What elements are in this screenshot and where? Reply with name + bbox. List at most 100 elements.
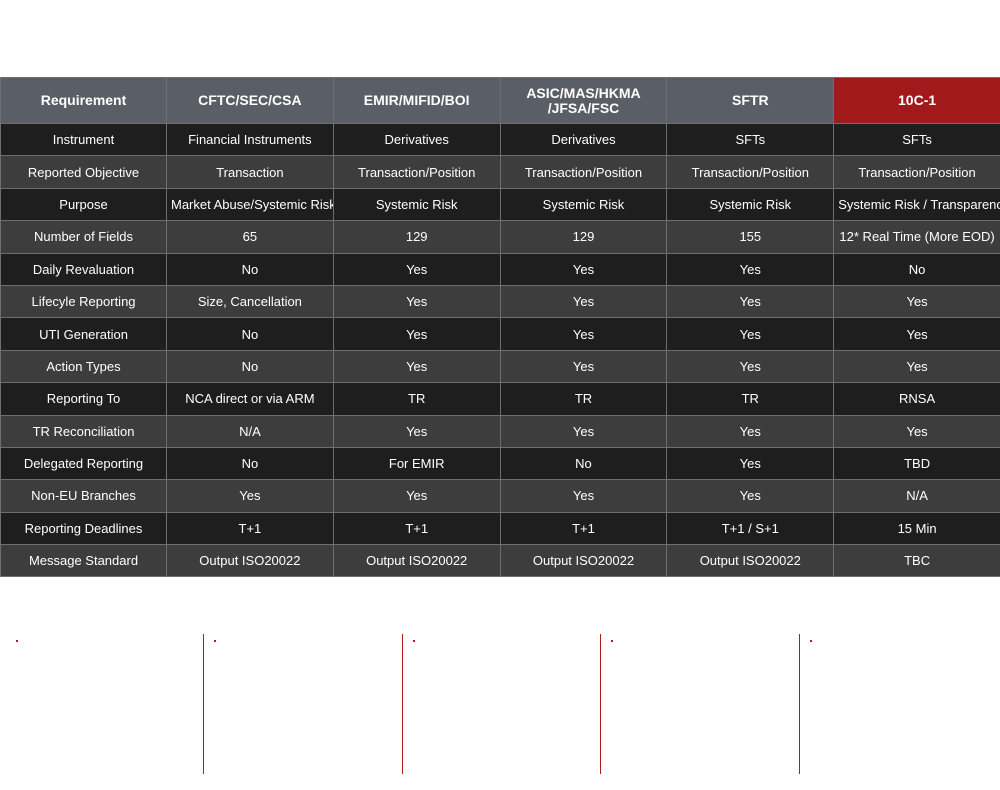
table-cell: No — [166, 349, 334, 384]
table-cell: 155 — [666, 220, 835, 254]
table-cell: Yes — [833, 317, 1000, 351]
table-row: Daily Revaluation No Yes Yes Yes No — [0, 252, 1000, 286]
table-row: Action Types No Yes Yes Yes Yes — [0, 349, 1000, 384]
bullet-icon — [413, 640, 415, 642]
requirement-label-cell: Reporting To — [0, 382, 167, 416]
requirement-label-cell: Daily Revaluation — [0, 252, 167, 286]
table-row: Reported Objective Transaction Transaction… — [0, 155, 1000, 189]
table-cell: SFTs — [666, 122, 835, 157]
table-cell: N/A — [833, 479, 1000, 513]
table-cell: Transaction — [166, 155, 334, 189]
table-cell: Yes — [332, 349, 501, 384]
requirement-label-cell: Non-EU Branches — [0, 479, 167, 513]
table-cell: Yes — [666, 349, 835, 384]
table-cell: Yes — [499, 349, 668, 384]
requirement-label-cell: Purpose — [0, 187, 167, 222]
table-cell: Yes — [499, 317, 668, 351]
table-cell: Financial Instruments — [166, 122, 334, 157]
table-cell: Yes — [332, 317, 501, 351]
table-cell: Systemic Risk — [666, 187, 835, 222]
table-cell: Yes — [332, 284, 501, 319]
requirement-label-cell: Number of Fields — [0, 220, 167, 254]
table-cell: Size, Cancellation — [166, 284, 334, 319]
table-cell: Transaction/Position — [666, 155, 835, 189]
table-cell: For EMIR — [332, 446, 501, 481]
column-divider — [600, 634, 601, 774]
table-cell: Derivatives — [499, 122, 668, 157]
table-cell: Yes — [332, 479, 501, 513]
table-cell: Output ISO20022 — [666, 544, 835, 578]
table-cell: Yes — [499, 252, 668, 286]
table-cell: Yes — [666, 479, 835, 513]
requirement-label-cell: UTI Generation — [0, 317, 167, 351]
table-row: Non-EU Branches Yes Yes Yes Yes N/A — [0, 479, 1000, 513]
table-cell: Yes — [666, 252, 835, 286]
header-sftr: SFTR — [666, 77, 835, 124]
table-cell: Transaction/Position — [833, 155, 1000, 189]
table-row: UTI Generation No Yes Yes Yes Yes — [0, 317, 1000, 351]
table-row: Number of Fields 65 129 129 155 12* Real Time… — [0, 220, 1000, 254]
table-cell: N/A — [166, 414, 334, 448]
header-10c-1: 10C-1 — [833, 77, 1000, 124]
table-cell: Yes — [166, 479, 334, 513]
bullet-icon — [611, 640, 613, 642]
table-cell: 65 — [166, 220, 334, 254]
requirement-label-cell: Reported Objective — [0, 155, 167, 189]
table-cell: TR — [332, 382, 501, 416]
table-cell: Systemic Risk — [499, 187, 668, 222]
table-cell: Yes — [666, 446, 835, 481]
bullet-icon — [16, 640, 18, 642]
table-cell: 129 — [332, 220, 501, 254]
table-row: Message Standard Output ISO20022 Output IS… — [0, 544, 1000, 578]
requirement-label-cell: Instrument — [0, 122, 167, 157]
table-cell: T+1 — [332, 511, 501, 546]
table-cell: TBC — [833, 544, 1000, 578]
table-cell: Derivatives — [332, 122, 501, 157]
column-divider — [203, 634, 204, 774]
table-cell: Yes — [499, 414, 668, 448]
table-row: Delegated Reporting No For EMIR No Yes TBD — [0, 446, 1000, 481]
table-cell: Yes — [499, 479, 668, 513]
table-cell: T+1 — [499, 511, 668, 546]
table-cell: T+1 / S+1 — [666, 511, 835, 546]
table-cell: Yes — [666, 284, 835, 319]
table-cell: Output ISO20022 — [332, 544, 501, 578]
requirement-label-cell: TR Reconciliation — [0, 414, 167, 448]
table-cell: Transaction/Position — [332, 155, 501, 189]
column-divider — [402, 634, 403, 774]
table-cell: No — [499, 446, 668, 481]
table-cell: 129 — [499, 220, 668, 254]
table-cell: TR — [666, 382, 835, 416]
table-cell: No — [166, 252, 334, 286]
table-row: Reporting To NCA direct or via ARM TR TR TR R… — [0, 382, 1000, 416]
table-cell: Yes — [332, 252, 501, 286]
table-cell: No — [833, 252, 1000, 286]
header-cftc-sec-csa: CFTC/SEC/CSA — [166, 77, 334, 124]
regulation-comparison-table: Requirement CFTC/SEC/CSA EMIR/MIFID/BOI … — [0, 77, 1000, 578]
table-cell: Yes — [666, 317, 835, 351]
header-requirement: Requirement — [0, 77, 167, 124]
table-row: Reporting Deadlines T+1 T+1 T+1 T+1 / S+1 15 … — [0, 511, 1000, 546]
requirement-label-cell: Delegated Reporting — [0, 446, 167, 481]
requirement-label-cell: Reporting Deadlines — [0, 511, 167, 546]
table-cell: Output ISO20022 — [499, 544, 668, 578]
requirement-label-cell: Action Types — [0, 349, 167, 384]
requirement-label-cell: Lifecyle Reporting — [0, 284, 167, 319]
table-cell: NCA direct or via ARM — [166, 382, 334, 416]
table-cell: Transaction/Position — [499, 155, 668, 189]
header-emir-mifid-boi: EMIR/MIFID/BOI — [332, 77, 501, 124]
table-cell: Yes — [833, 284, 1000, 319]
table-cell: RNSA — [833, 382, 1000, 416]
table-cell: Systemic Risk — [332, 187, 501, 222]
header-asic-mas-hkma-jfsa-fsc: ASIC/MAS/HKMA /JFSA/FSC — [499, 77, 668, 124]
table-cell: Output ISO20022 — [166, 544, 334, 578]
table-cell: T+1 — [166, 511, 334, 546]
bullet-icon — [214, 640, 216, 642]
table-cell: 15 Min — [833, 511, 1000, 546]
table-row: Instrument Financial Instruments Derivativ… — [0, 122, 1000, 157]
table-cell: Yes — [833, 349, 1000, 384]
bullet-icon — [810, 640, 812, 642]
table-cell: No — [166, 446, 334, 481]
table-cell: Yes — [833, 414, 1000, 448]
header-row: Requirement CFTC/SEC/CSA EMIR/MIFID/BOI … — [0, 77, 1000, 124]
